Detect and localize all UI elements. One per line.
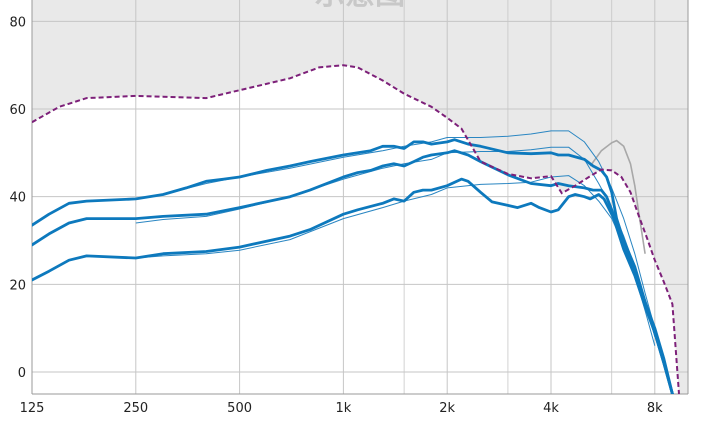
watermark: 示意图 <box>315 0 405 12</box>
x-tick-label: 4k <box>543 401 559 416</box>
gray-reference-line <box>589 139 646 254</box>
x-tick-labels: 125 250 500 1k 2k 4k 8k <box>20 401 664 416</box>
y-tick-label: 0 <box>18 366 26 381</box>
x-tick-label: 8k <box>647 401 663 416</box>
x-tick-label: 2k <box>439 401 455 416</box>
x-tick-label: 500 <box>227 401 252 416</box>
y-tick-label: 20 <box>9 278 26 293</box>
watermark-text: 示意图 <box>315 0 405 12</box>
target-line-3 <box>32 177 674 394</box>
shaded-region <box>32 65 679 394</box>
x-tick-label: 1k <box>335 401 351 416</box>
target-line-1 <box>32 138 674 394</box>
dashed-upper-line <box>32 64 680 394</box>
y-tick-label: 60 <box>9 103 26 118</box>
y-tick-label: 40 <box>9 191 26 206</box>
y-tick-label: 80 <box>9 15 26 30</box>
x-tick-label: 125 <box>20 401 45 416</box>
series-layer <box>32 64 680 394</box>
thin-reference-line-1 <box>135 130 656 329</box>
x-tick-label: 250 <box>123 401 148 416</box>
y-tick-labels: 0 20 40 60 80 <box>9 15 26 381</box>
